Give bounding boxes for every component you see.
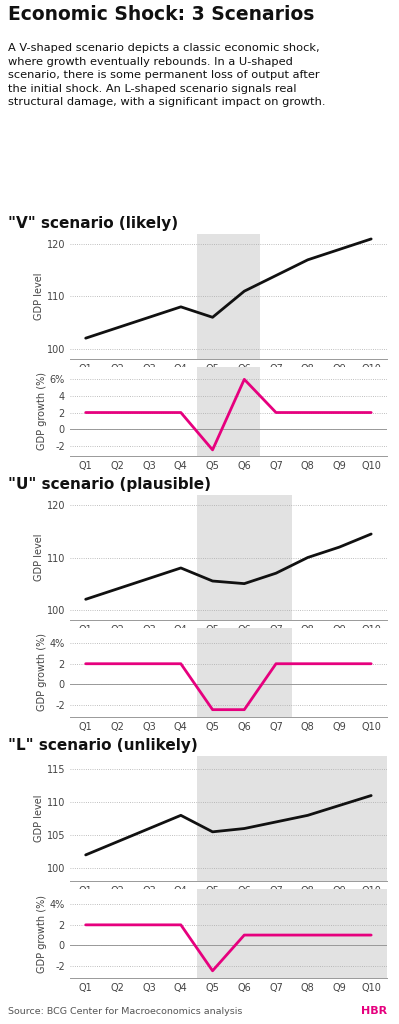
Text: "L" scenario (unlikely): "L" scenario (unlikely) <box>8 738 198 753</box>
Bar <box>197 889 387 978</box>
Bar <box>197 756 387 882</box>
Bar <box>197 233 260 359</box>
Text: Source: BCG Center for Macroeconomics analysis: Source: BCG Center for Macroeconomics an… <box>8 1007 242 1016</box>
Text: A V-shaped scenario depicts a classic economic shock,
where growth eventually re: A V-shaped scenario depicts a classic ec… <box>8 43 326 108</box>
Bar <box>197 628 292 717</box>
Text: Economic Shock: 3 Scenarios: Economic Shock: 3 Scenarios <box>8 5 314 25</box>
Y-axis label: GDP level: GDP level <box>34 272 43 321</box>
Y-axis label: GDP growth (%): GDP growth (%) <box>37 895 47 973</box>
Y-axis label: GDP level: GDP level <box>34 534 43 582</box>
Bar <box>197 367 260 456</box>
Text: HBR: HBR <box>361 1006 387 1016</box>
Text: "V" scenario (likely): "V" scenario (likely) <box>8 216 178 230</box>
Y-axis label: GDP level: GDP level <box>34 795 43 843</box>
Bar <box>197 495 292 621</box>
Text: "U" scenario (plausible): "U" scenario (plausible) <box>8 477 211 492</box>
Y-axis label: GDP growth (%): GDP growth (%) <box>37 634 47 712</box>
Y-axis label: GDP growth (%): GDP growth (%) <box>37 373 47 451</box>
